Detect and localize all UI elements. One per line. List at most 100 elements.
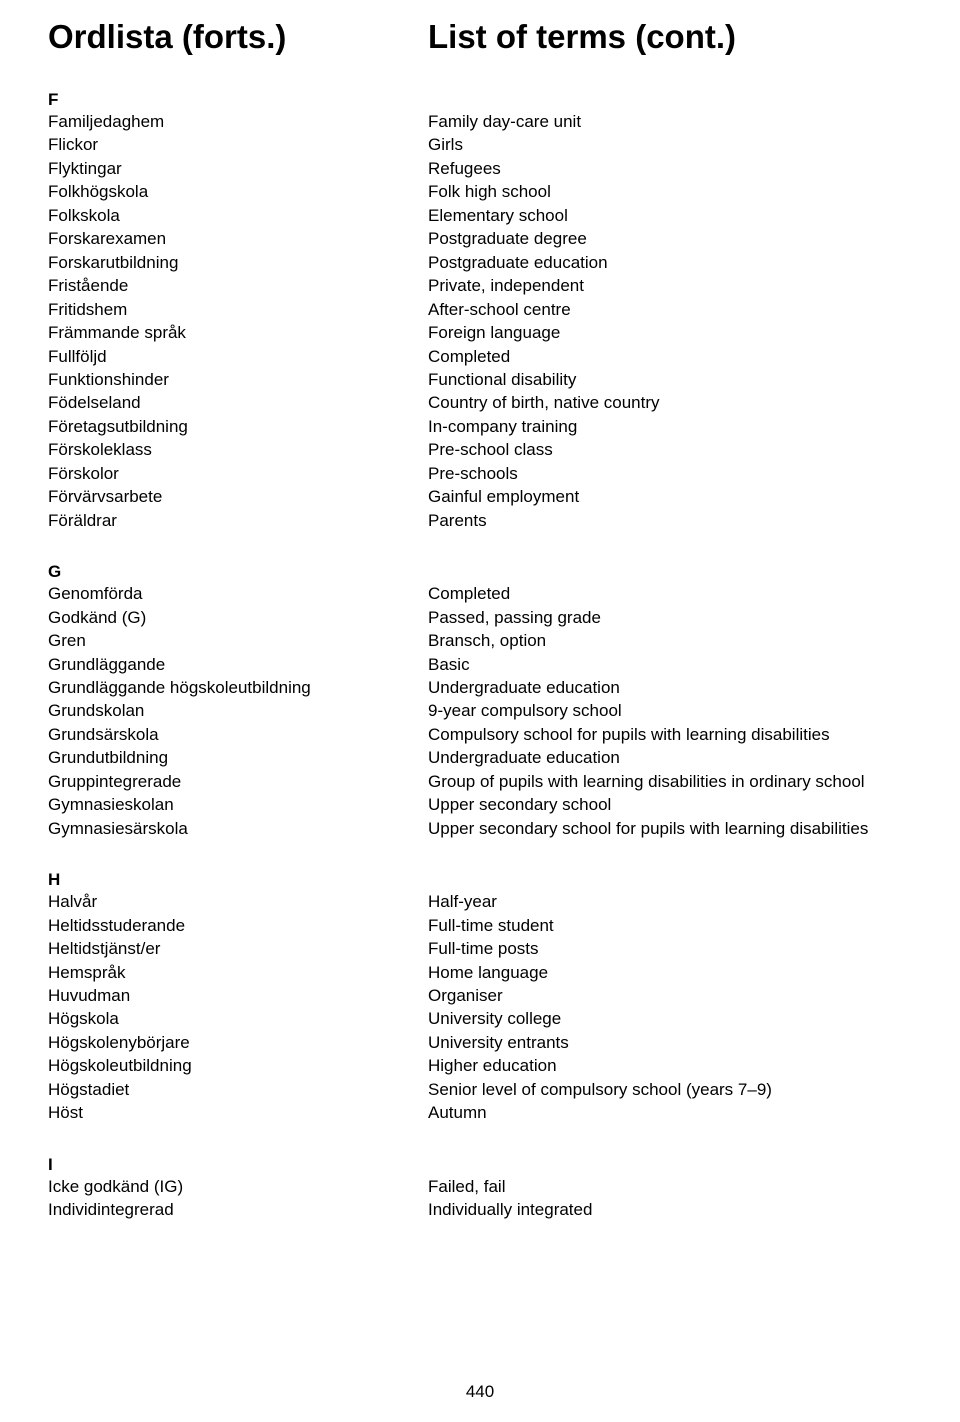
term-row: FödelselandCountry of birth, native coun… bbox=[48, 391, 912, 414]
term-row: Grundläggande högskoleutbildningUndergra… bbox=[48, 676, 912, 699]
term-row: FriståendePrivate, independent bbox=[48, 274, 912, 297]
section-letter: I bbox=[48, 1155, 912, 1175]
term-row: Icke godkänd (IG)Failed, fail bbox=[48, 1175, 912, 1198]
term-english: Passed, passing grade bbox=[428, 606, 601, 629]
term-row: GruppintegreradeGroup of pupils with lea… bbox=[48, 770, 912, 793]
page-header: Ordlista (forts.) List of terms (cont.) bbox=[48, 18, 912, 56]
term-english: Home language bbox=[428, 961, 548, 984]
term-english: Autumn bbox=[428, 1101, 487, 1124]
term-row: FullföljdCompleted bbox=[48, 345, 912, 368]
term-row: Heltidstjänst/erFull-time posts bbox=[48, 937, 912, 960]
term-swedish: Grundsärskola bbox=[48, 723, 428, 746]
term-english: Basic bbox=[428, 653, 470, 676]
term-english: Gainful employment bbox=[428, 485, 579, 508]
term-swedish: Folkhögskola bbox=[48, 180, 428, 203]
term-swedish: Fullföljd bbox=[48, 345, 428, 368]
term-row: FritidshemAfter-school centre bbox=[48, 298, 912, 321]
term-english: Postgraduate education bbox=[428, 251, 608, 274]
term-swedish: Förvärvsarbete bbox=[48, 485, 428, 508]
term-swedish: Fristående bbox=[48, 274, 428, 297]
term-english: Higher education bbox=[428, 1054, 557, 1077]
term-row: FolkhögskolaFolk high school bbox=[48, 180, 912, 203]
term-row: HalvårHalf-year bbox=[48, 890, 912, 913]
term-english: Postgraduate degree bbox=[428, 227, 587, 250]
term-row: IndividintegreradIndividually integrated bbox=[48, 1198, 912, 1221]
term-swedish: Högskolenybörjare bbox=[48, 1031, 428, 1054]
term-english: Individually integrated bbox=[428, 1198, 592, 1221]
term-swedish: Företagsutbildning bbox=[48, 415, 428, 438]
term-english: Folk high school bbox=[428, 180, 551, 203]
term-english: Country of birth, native country bbox=[428, 391, 660, 414]
term-row: FunktionshinderFunctional disability bbox=[48, 368, 912, 391]
term-row: GrundläggandeBasic bbox=[48, 653, 912, 676]
term-swedish: Gymnasiesärskola bbox=[48, 817, 428, 840]
term-english: Compulsory school for pupils with learni… bbox=[428, 723, 830, 746]
term-english: Bransch, option bbox=[428, 629, 546, 652]
term-english: Undergraduate education bbox=[428, 746, 620, 769]
glossary-body: FFamiljedaghemFamily day-care unitFlicko… bbox=[48, 90, 912, 1222]
term-english: Elementary school bbox=[428, 204, 568, 227]
term-english: Pre-school class bbox=[428, 438, 553, 461]
term-swedish: Familjedaghem bbox=[48, 110, 428, 133]
term-row: Grundskolan9-year compulsory school bbox=[48, 699, 912, 722]
term-row: FlyktingarRefugees bbox=[48, 157, 912, 180]
term-swedish: Gren bbox=[48, 629, 428, 652]
term-english: In-company training bbox=[428, 415, 577, 438]
term-swedish: Grundutbildning bbox=[48, 746, 428, 769]
header-left-title: Ordlista (forts.) bbox=[48, 18, 428, 56]
term-swedish: Grundläggande högskoleutbildning bbox=[48, 676, 428, 699]
term-swedish: Föräldrar bbox=[48, 509, 428, 532]
term-english: Pre-schools bbox=[428, 462, 518, 485]
term-row: GymnasiesärskolaUpper secondary school f… bbox=[48, 817, 912, 840]
term-row: GrundsärskolaCompulsory school for pupil… bbox=[48, 723, 912, 746]
term-english: Completed bbox=[428, 345, 510, 368]
term-swedish: Folkskola bbox=[48, 204, 428, 227]
term-swedish: Icke godkänd (IG) bbox=[48, 1175, 428, 1198]
term-row: GenomfördaCompleted bbox=[48, 582, 912, 605]
term-english: Functional disability bbox=[428, 368, 576, 391]
term-row: FörskoleklassPre-school class bbox=[48, 438, 912, 461]
term-swedish: Förskoleklass bbox=[48, 438, 428, 461]
term-row: HögskolaUniversity college bbox=[48, 1007, 912, 1030]
header-right-title: List of terms (cont.) bbox=[428, 18, 736, 56]
term-swedish: Höst bbox=[48, 1101, 428, 1124]
term-swedish: Grundskolan bbox=[48, 699, 428, 722]
term-english: Private, independent bbox=[428, 274, 584, 297]
term-swedish: Grundläggande bbox=[48, 653, 428, 676]
term-row: ForskarutbildningPostgraduate education bbox=[48, 251, 912, 274]
term-english: Failed, fail bbox=[428, 1175, 505, 1198]
term-english: Girls bbox=[428, 133, 463, 156]
term-row: HögstadietSenior level of compulsory sch… bbox=[48, 1078, 912, 1101]
term-row: FöräldrarParents bbox=[48, 509, 912, 532]
term-swedish: Forskarutbildning bbox=[48, 251, 428, 274]
term-english: Upper secondary school bbox=[428, 793, 611, 816]
term-english: Foreign language bbox=[428, 321, 560, 344]
term-english: Undergraduate education bbox=[428, 676, 620, 699]
page-number: 440 bbox=[466, 1382, 494, 1402]
term-english: 9-year compulsory school bbox=[428, 699, 622, 722]
section-letter: F bbox=[48, 90, 912, 110]
term-row: FolkskolaElementary school bbox=[48, 204, 912, 227]
section-letter: G bbox=[48, 562, 912, 582]
term-swedish: Huvudman bbox=[48, 984, 428, 1007]
term-row: FörskolorPre-schools bbox=[48, 462, 912, 485]
term-row: GrenBransch, option bbox=[48, 629, 912, 652]
term-english: Full-time student bbox=[428, 914, 554, 937]
term-swedish: Genomförda bbox=[48, 582, 428, 605]
term-english: Completed bbox=[428, 582, 510, 605]
term-row: FöretagsutbildningIn-company training bbox=[48, 415, 912, 438]
term-row: Godkänd (G)Passed, passing grade bbox=[48, 606, 912, 629]
term-swedish: Flyktingar bbox=[48, 157, 428, 180]
term-swedish: Heltidstjänst/er bbox=[48, 937, 428, 960]
term-english: Senior level of compulsory school (years… bbox=[428, 1078, 772, 1101]
term-english: Group of pupils with learning disabiliti… bbox=[428, 770, 865, 793]
term-swedish: Högskoleutbildning bbox=[48, 1054, 428, 1077]
term-row: HöstAutumn bbox=[48, 1101, 912, 1124]
term-swedish: Flickor bbox=[48, 133, 428, 156]
term-row: HemspråkHome language bbox=[48, 961, 912, 984]
term-swedish: Fritidshem bbox=[48, 298, 428, 321]
term-english: University entrants bbox=[428, 1031, 569, 1054]
term-row: FamiljedaghemFamily day-care unit bbox=[48, 110, 912, 133]
term-english: Refugees bbox=[428, 157, 501, 180]
term-swedish: Högskola bbox=[48, 1007, 428, 1030]
